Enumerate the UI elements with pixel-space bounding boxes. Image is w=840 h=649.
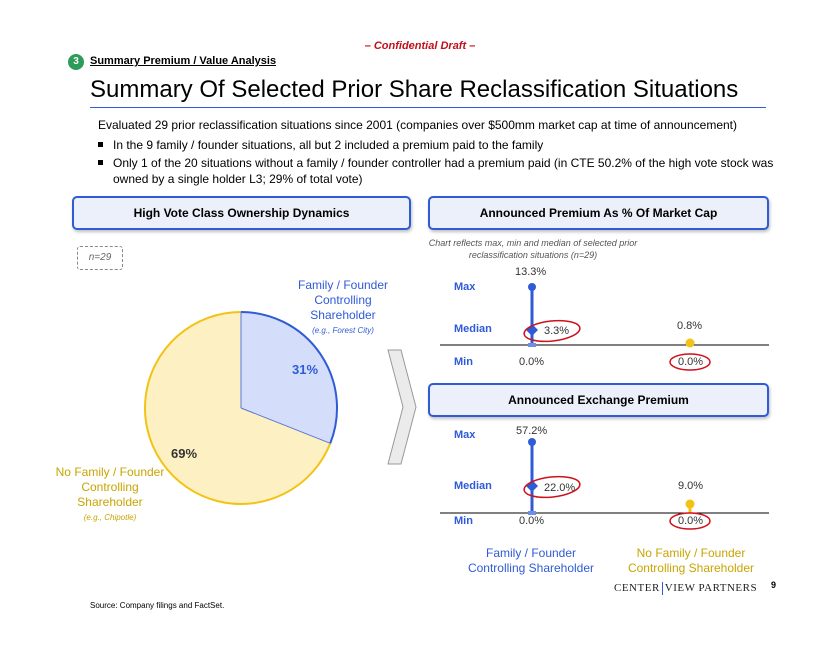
section-number-badge: 3 bbox=[68, 54, 84, 70]
highlight-circle bbox=[669, 353, 711, 371]
data-label-max: 0.8% bbox=[677, 320, 703, 332]
data-label-min: 0.0% bbox=[678, 515, 704, 527]
page-title: Summary Of Selected Prior Share Reclassi… bbox=[90, 76, 739, 103]
ownership-pie-chart bbox=[144, 311, 338, 505]
group-label-nofamily: No Family / Founder Controlling Sharehol… bbox=[611, 546, 771, 576]
label-line: Shareholder bbox=[77, 495, 143, 509]
label-line: Shareholder bbox=[310, 308, 376, 322]
highlight-circle bbox=[669, 512, 711, 530]
label-line: No Family / Founder bbox=[55, 465, 165, 479]
row-label-median: Median bbox=[454, 323, 492, 335]
label-line: Controlling bbox=[81, 480, 139, 494]
row-label-max: Max bbox=[454, 281, 476, 293]
pie-label-family-pct: 31% bbox=[292, 362, 319, 377]
group-label-family: Family / Founder Controlling Shareholder bbox=[451, 546, 611, 576]
premium-range-chart bbox=[523, 283, 711, 371]
logo-divider bbox=[661, 582, 663, 595]
intro-text: Evaluated 29 prior reclassification situ… bbox=[98, 118, 737, 132]
pie-slice-outline bbox=[240, 311, 338, 444]
label-line: Controlling bbox=[314, 293, 372, 307]
bullet-item: Only 1 of the 20 situations without a fa… bbox=[98, 155, 778, 187]
example-text: (e.g., Forest City) bbox=[312, 326, 374, 335]
section-title: Summary Premium / Value Analysis bbox=[90, 55, 277, 67]
label-line: No Family / Founder bbox=[636, 546, 746, 560]
exchange-panel-header: Announced Exchange Premium bbox=[428, 383, 769, 417]
data-label-max: 9.0% bbox=[678, 480, 704, 492]
label-line: Family / Founder bbox=[297, 278, 389, 292]
min-point-family bbox=[528, 343, 536, 347]
bullet-marker bbox=[98, 142, 103, 147]
row-label-max: Max bbox=[454, 429, 476, 441]
max-point-family bbox=[528, 438, 536, 446]
highlight-circle bbox=[523, 319, 581, 343]
min-point-family bbox=[528, 511, 536, 515]
bullet-text: In the 9 family / founder situations, al… bbox=[113, 138, 544, 152]
data-label-median: 22.0% bbox=[544, 482, 576, 494]
row-label-min: Min bbox=[454, 515, 473, 527]
max-point-nofamily bbox=[685, 499, 695, 509]
bullet-item: In the 9 family / founder situations, al… bbox=[98, 137, 778, 153]
confidential-label: – Confidential Draft – bbox=[364, 40, 476, 52]
sample-size-box: n=29 bbox=[77, 246, 123, 270]
logo-text-right: VIEW PARTNERS bbox=[664, 582, 758, 595]
data-label-min: 0.0% bbox=[678, 356, 704, 368]
bullet-text: Only 1 of the 20 situations without a fa… bbox=[113, 156, 774, 186]
transition-arrow-icon bbox=[387, 349, 417, 465]
bullet-marker bbox=[98, 160, 103, 165]
label-line: Family / Founder bbox=[485, 546, 577, 560]
no-family-founder-label: No Family / Founder Controlling Sharehol… bbox=[40, 465, 180, 525]
label-line: Controlling Shareholder bbox=[627, 561, 755, 575]
data-label-max: 13.3% bbox=[515, 266, 547, 278]
example-text: (e.g., Chipotle) bbox=[83, 513, 137, 522]
page-number: 9 bbox=[771, 580, 777, 590]
max-point-nofamily bbox=[685, 338, 695, 348]
family-founder-label: Family / Founder Controlling Shareholder… bbox=[283, 278, 403, 338]
pie-slice-outline bbox=[144, 311, 332, 505]
row-label-median: Median bbox=[454, 480, 492, 492]
data-label-max: 57.2% bbox=[516, 425, 548, 437]
max-point-family bbox=[528, 283, 536, 291]
centerview-logo: CENTER VIEW PARTNERS bbox=[614, 582, 757, 595]
pie-slice-divider bbox=[240, 407, 331, 444]
data-label-min: 0.0% bbox=[519, 356, 545, 368]
ownership-panel-header: High Vote Class Ownership Dynamics bbox=[72, 196, 411, 230]
source-note: Source: Company filings and FactSet. bbox=[90, 601, 225, 610]
highlight-circle bbox=[523, 475, 581, 499]
pie-slice-nofamily bbox=[145, 312, 331, 504]
label-line: Controlling Shareholder bbox=[467, 561, 595, 575]
title-rule bbox=[90, 107, 766, 108]
exchange-range-chart bbox=[523, 438, 711, 530]
pie-label-nofamily-pct: 69% bbox=[171, 446, 198, 461]
data-label-median: 3.3% bbox=[544, 325, 570, 337]
logo-text-left: CENTER bbox=[614, 582, 660, 595]
data-label-min: 0.0% bbox=[519, 515, 545, 527]
chart-note: Chart reflects max, min and median of se… bbox=[428, 238, 638, 260]
premium-panel-header: Announced Premium As % Of Market Cap bbox=[428, 196, 769, 230]
row-label-min: Min bbox=[454, 356, 473, 368]
